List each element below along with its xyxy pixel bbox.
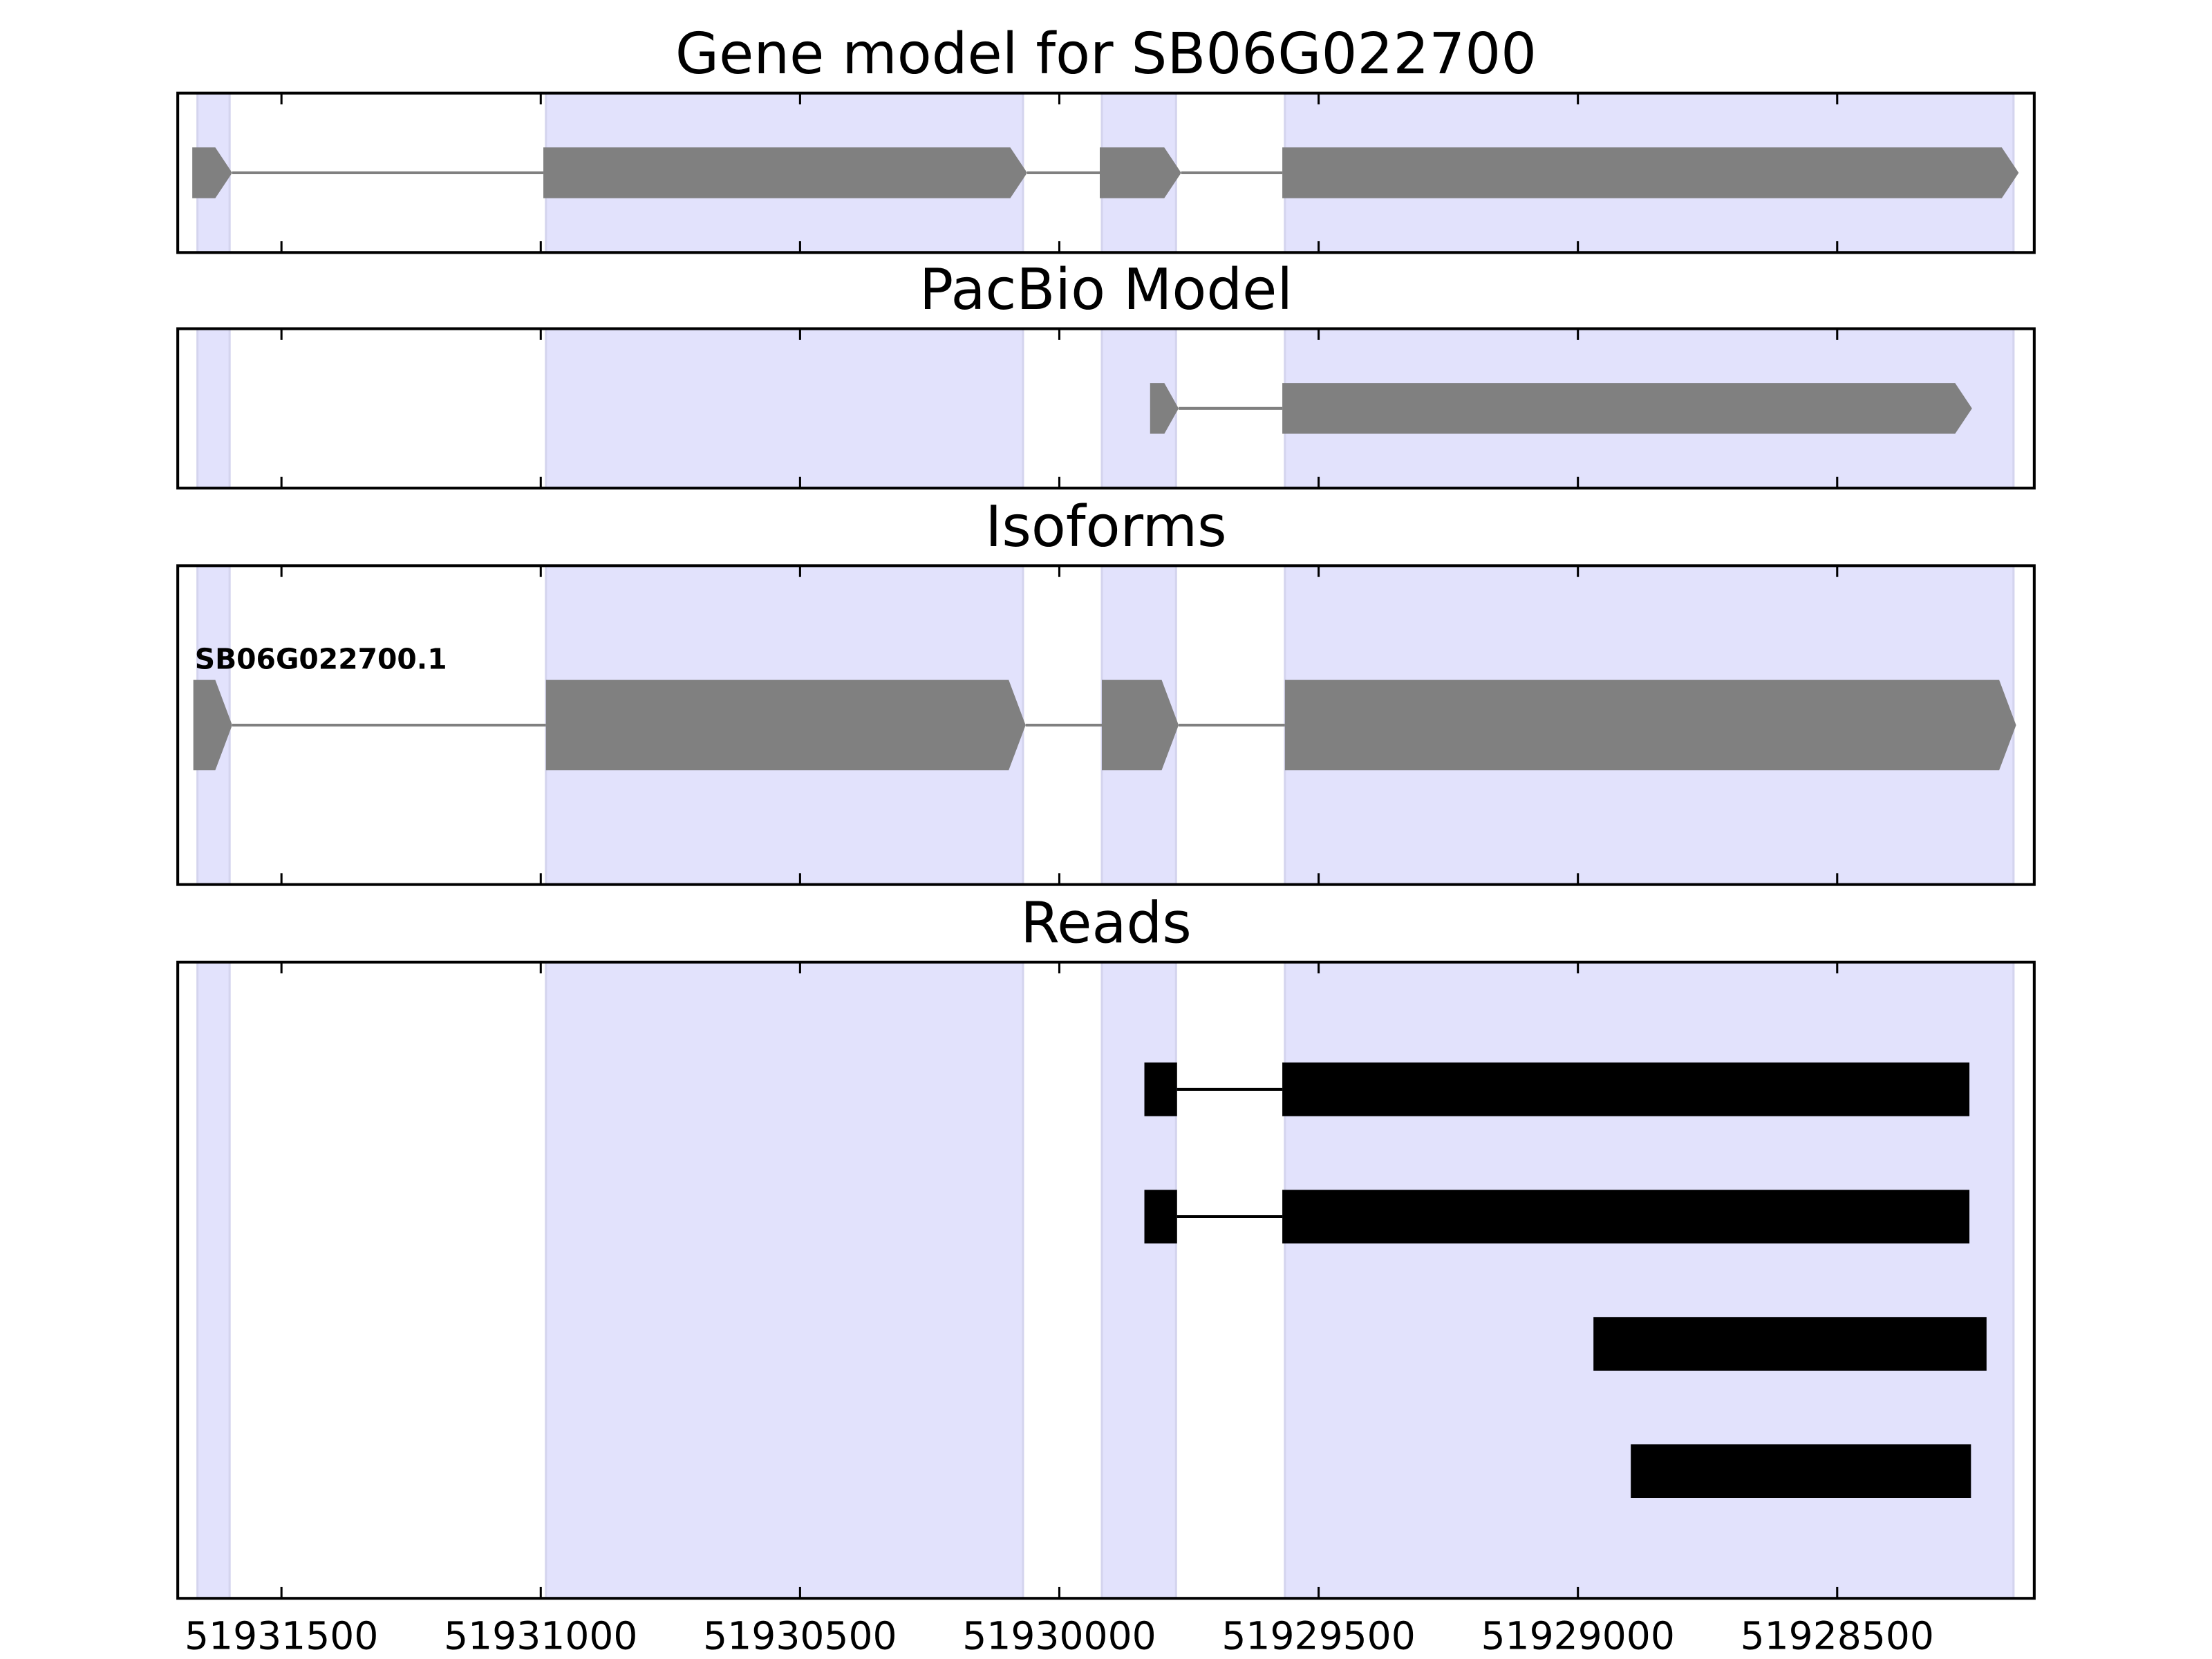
shaded-region	[196, 961, 231, 1600]
x-tick-label: 51931500	[185, 1614, 378, 1658]
exon	[1593, 1317, 1987, 1371]
panel-title: Reads	[1020, 890, 1192, 956]
exon	[1284, 679, 2016, 771]
panel-frame	[176, 564, 2036, 886]
x-tick-label: 51928500	[1741, 1614, 1934, 1658]
exon	[543, 147, 1027, 198]
exon	[1282, 1190, 1970, 1244]
x-tick-label: 51929500	[1221, 1614, 1415, 1658]
exon	[1144, 1062, 1177, 1116]
x-tick-label: 51929000	[1481, 1614, 1674, 1658]
panel-frame	[176, 327, 2036, 490]
exon	[1099, 147, 1181, 198]
exon	[1631, 1444, 1971, 1498]
shaded-region	[1284, 961, 2015, 1600]
x-tick-label: 51930500	[703, 1614, 897, 1658]
exon	[1282, 147, 2019, 198]
panel-title: Isoforms	[985, 494, 1226, 560]
x-tick-label: 51930000	[962, 1614, 1156, 1658]
exon	[193, 679, 232, 771]
shaded-region	[1100, 961, 1177, 1600]
exon	[1144, 1190, 1177, 1244]
exon	[192, 147, 232, 198]
exon	[1101, 679, 1179, 771]
exon	[1282, 1062, 1970, 1116]
panel-title: Gene model for SB06G022700	[675, 21, 1537, 87]
shaded-region	[196, 327, 231, 489]
panel-title: PacBio Model	[919, 257, 1293, 323]
exon	[545, 679, 1026, 771]
panel-frame	[176, 91, 2036, 254]
exon	[1282, 383, 1972, 434]
panel-frame	[176, 960, 2036, 1600]
shaded-region	[545, 961, 1024, 1600]
isoform-label: SB06G022700.1	[195, 642, 447, 675]
exon	[1150, 383, 1179, 434]
x-tick-label: 51931000	[444, 1614, 637, 1658]
shaded-region	[545, 327, 1024, 489]
